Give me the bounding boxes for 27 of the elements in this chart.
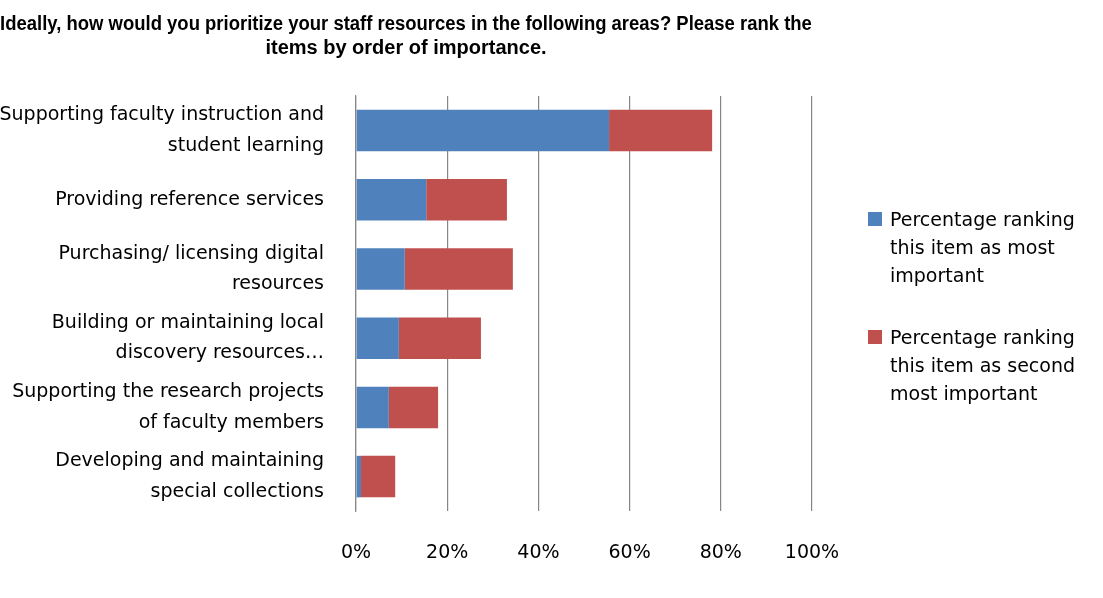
x-tick-label: 80%: [699, 539, 742, 562]
y-tick-label: Supporting faculty instruction and student learning: [0, 102, 324, 155]
y-tick-label: Developing and maintaining special collections: [55, 448, 324, 501]
bar: [609, 109, 713, 152]
chart-title: Ideally, how would you prioritize your staff resources in the following areas? Please rank the items by order of importance.: [0, 11, 813, 58]
y-tick-label: Providing reference services: [55, 186, 324, 209]
x-tick-label: 60%: [608, 539, 651, 562]
bar: [356, 386, 389, 429]
legend-label: Percentage ranking this item as second most important: [890, 325, 1077, 406]
x-tick-label: 100%: [784, 539, 840, 562]
y-tick-label: Purchasing/ licensing digital resources: [58, 240, 324, 294]
bar: [356, 248, 405, 290]
bar: [398, 317, 481, 359]
bar: [356, 179, 427, 221]
bar: [426, 179, 507, 221]
x-tick-label: 40%: [517, 539, 560, 562]
bar: [388, 386, 439, 429]
bar: [404, 248, 513, 290]
bar: [356, 317, 399, 359]
bar: [356, 109, 610, 152]
y-tick-label: Building or maintaining local discovery resources…: [51, 309, 324, 363]
y-tick-label: Supporting the research projects of faculty members: [12, 379, 324, 432]
x-tick-label: 20%: [426, 539, 469, 562]
bar: [361, 455, 396, 498]
bar: [356, 455, 362, 498]
x-tick-label: 0%: [340, 539, 372, 562]
legend-label: Percentage ranking this item as most important: [890, 207, 1076, 288]
